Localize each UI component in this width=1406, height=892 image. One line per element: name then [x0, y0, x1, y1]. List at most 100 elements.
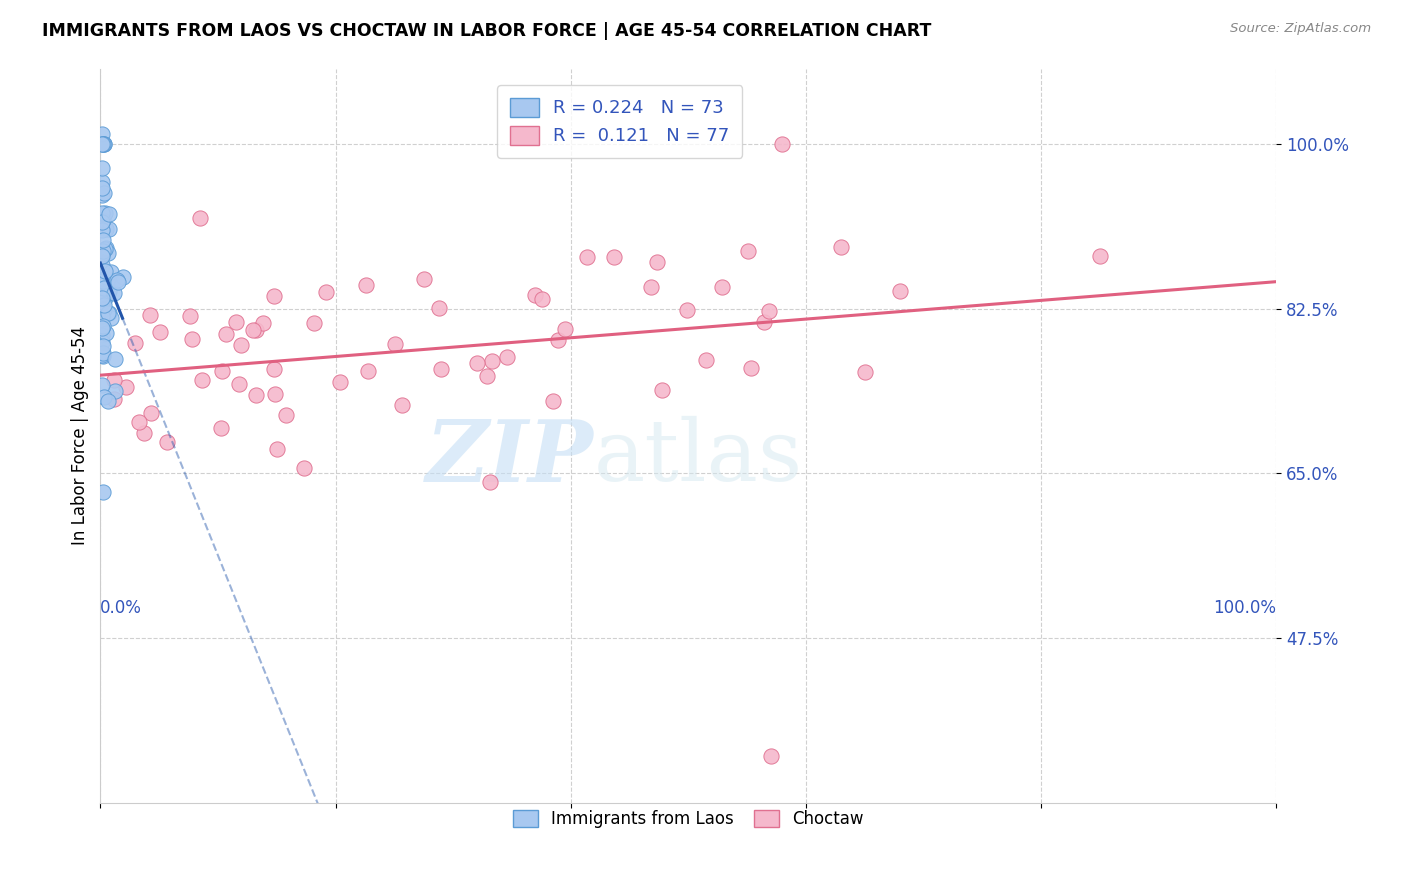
Point [91, 485, 114, 500]
Point [91, 180, 114, 194]
Point [91, 319, 114, 334]
Point [211, 364, 233, 378]
Point [478, 475, 501, 489]
Point [391, 398, 413, 412]
Point [530, 293, 553, 307]
Point [97, 305, 120, 319]
Point [103, 285, 125, 300]
Point [576, 250, 599, 264]
Point [547, 333, 569, 347]
Point [90, 334, 112, 349]
Point [156, 434, 179, 449]
Point [188, 211, 211, 226]
Point [91, 273, 114, 287]
Point [264, 386, 287, 401]
Point [640, 279, 662, 293]
Point [91, 175, 114, 189]
Point [97, 285, 120, 299]
Point [94, 291, 117, 305]
Point [475, 369, 498, 384]
Point [252, 316, 274, 330]
Point [209, 421, 232, 435]
Point [90, 348, 112, 362]
Point [91, 233, 114, 247]
Point [329, 376, 352, 390]
Point [541, 393, 564, 408]
Point [93, 281, 115, 295]
Point [97, 306, 120, 320]
Point [91, 378, 114, 392]
Point [1088, 249, 1111, 263]
Point [384, 336, 406, 351]
Point [770, 136, 793, 151]
Text: 100.0%: 100.0% [1213, 599, 1277, 616]
Point [245, 388, 267, 402]
Point [357, 364, 380, 378]
Point [676, 302, 699, 317]
Point [647, 254, 669, 268]
Point [263, 362, 285, 376]
Point [90, 188, 112, 202]
Point [180, 332, 202, 346]
Point [104, 351, 127, 366]
Point [496, 350, 519, 364]
Point [90, 273, 112, 287]
Point [91, 206, 114, 220]
Point [179, 309, 201, 323]
Point [304, 316, 326, 330]
Point [94, 242, 117, 256]
Point [481, 353, 503, 368]
Point [242, 322, 264, 336]
Point [93, 298, 115, 312]
Point [91, 244, 114, 258]
Point [430, 361, 453, 376]
Point [91, 345, 114, 359]
Point [91, 291, 114, 305]
Point [315, 285, 337, 299]
Point [98, 207, 121, 221]
Text: IMMIGRANTS FROM LAOS VS CHOCTAW IN LABOR FORCE | AGE 45-54 CORRELATION CHART: IMMIGRANTS FROM LAOS VS CHOCTAW IN LABOR… [42, 22, 932, 40]
Point [132, 426, 155, 441]
Point [90, 309, 112, 323]
Point [111, 269, 134, 284]
Point [91, 215, 114, 229]
Point [91, 136, 114, 151]
Point [758, 304, 780, 318]
Point [103, 373, 125, 387]
Point [96, 246, 118, 260]
Point [853, 366, 876, 380]
Point [90, 136, 112, 151]
Text: atlas: atlas [595, 417, 803, 500]
Point [97, 393, 120, 408]
Point [94, 240, 117, 254]
Point [90, 345, 112, 359]
Point [759, 748, 782, 763]
Point [97, 271, 120, 285]
Point [263, 289, 285, 303]
Point [889, 285, 911, 299]
Point [115, 380, 138, 394]
Text: 0.0%: 0.0% [100, 599, 142, 616]
Point [90, 246, 112, 260]
Point [754, 315, 776, 329]
Point [354, 277, 377, 292]
Point [93, 136, 115, 151]
Point [105, 273, 128, 287]
Point [412, 272, 434, 286]
Point [104, 384, 127, 398]
Point [91, 128, 114, 142]
Point [139, 308, 162, 322]
Point [124, 336, 146, 351]
Point [93, 289, 115, 303]
Y-axis label: In Labor Force | Age 45-54: In Labor Force | Age 45-54 [72, 326, 89, 545]
Point [292, 461, 315, 475]
Point [149, 326, 172, 340]
Point [215, 326, 238, 341]
Point [245, 323, 267, 337]
Point [93, 136, 115, 151]
Point [427, 301, 450, 315]
Point [91, 339, 114, 353]
Point [93, 263, 115, 277]
Point [128, 415, 150, 429]
Point [93, 271, 115, 285]
